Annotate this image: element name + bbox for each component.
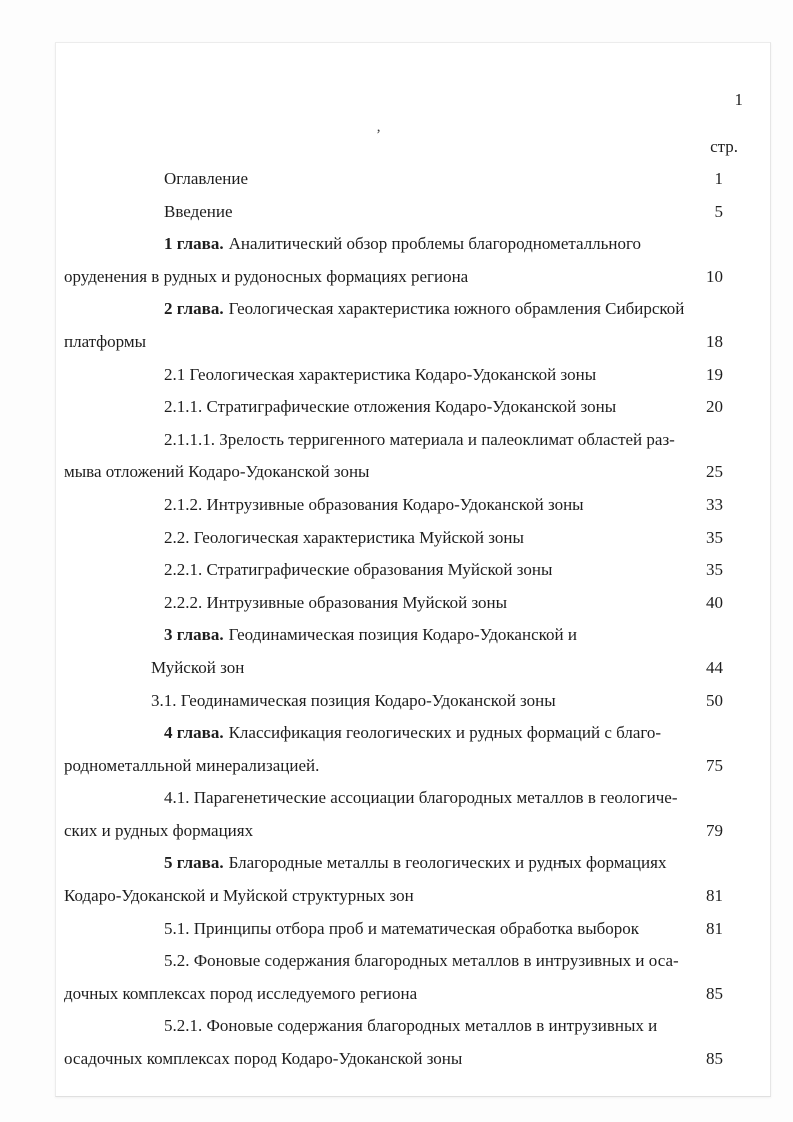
page-column-header: стр. [710,137,738,156]
toc-line: 4.1. Парагенетические ассоциации благоро… [64,782,751,815]
ink-speck [561,860,566,862]
toc-line-text: 2.2.2. Интрузивные образования Муйской з… [164,592,508,612]
toc-page-number: 20 [706,397,723,417]
toc-line-text: мыва отложений Кодаро-Удоканской зоны [64,462,370,482]
toc-line-text: 4.1. Парагенетические ассоциации благоро… [164,788,678,808]
toc-line: Введение 5 [64,196,751,229]
toc-line-text: Геодинамическая позиция Кодаро-Удоканско… [228,625,577,645]
toc-line-text: Оглавление [164,169,248,188]
toc-page-number: 81 [706,886,723,906]
toc-line: ских и рудных формациях 79 [64,815,751,848]
chapter-label: 5 глава. [164,853,224,873]
toc-line: 3 глава. Геодинамическая позиция Кодаро-У… [64,619,751,652]
chapter-label: 3 глава. [164,625,224,645]
toc-line: 5.2. Фоновые содержания благородных мета… [64,945,751,978]
toc-line: 2.1.1.1. Зрелость терригенного материала… [64,424,751,457]
toc-line-text: 2.1 Геологическая характеристика Кодаро-… [164,364,597,384]
toc-line: 2.2.1. Стратиграфические образования Муй… [64,554,751,587]
toc-line-text: платформы [64,331,147,351]
toc-line: 2.1 Геологическая характеристика Кодаро-… [64,359,751,392]
toc-line-text: 2.1.1.1. Зрелость терригенного материала… [164,429,675,449]
toc-page-number: 5 [714,201,724,221]
toc-page-number: 25 [706,462,723,482]
toc-line: 2.1.1. Стратиграфические отложения Кодар… [64,391,751,424]
toc-page-number: 10 [706,266,723,286]
toc-line-text: 5.2. Фоновые содержания благородных мета… [164,951,679,971]
toc-line-text: 5.1. Принципы отбора проб и математическ… [164,918,640,938]
toc-line: 3.1. Геодинамическая позиция Кодаро-Удок… [64,685,751,718]
toc-page-number: 85 [706,1049,723,1069]
toc-line-text: 2.2.1. Стратиграфические образования Муй… [164,560,553,580]
toc-line-text: 2.2. Геологическая характеристика Муйско… [164,527,524,547]
toc-line: 2 глава. Геологическая характеристика южн… [64,293,751,326]
toc-line: 2.1.2. Интрузивные образования Кодаро-Уд… [64,489,751,522]
document-page: ’ 1 стр. Оглавление 1 Введение 5 1 глава. Ана… [55,42,771,1097]
toc-line: 2.2.2. Интрузивные образования Муйской з… [64,587,751,620]
chapter-label: 2 глава. [164,299,224,319]
toc-line-text: 2.1.1. Стратиграфические отложения Кодар… [164,397,617,417]
toc-line-text: 5.2.1. Фоновые содержания благородных ме… [164,1016,658,1036]
toc-line: Оглавление 1 [64,163,751,196]
toc-line-text: Муйской зон [151,657,245,677]
toc-page-number: 35 [706,527,723,547]
toc-line-text: 3.1. Геодинамическая позиция Кодаро-Удок… [151,690,556,710]
chapter-label: 4 глава. [164,723,224,743]
toc-line: 5.2.1. Фоновые содержания благородных ме… [64,1010,751,1043]
toc-line: Кодаро-Удоканской и Муйской структурных … [64,880,751,913]
toc-page-number: 85 [706,983,723,1003]
toc-line-text: Введение [164,201,233,221]
toc-list: Оглавление 1 Введение 5 1 глава. Аналитически… [64,163,751,1076]
toc-page-number: 35 [706,560,723,580]
chapter-label: 1 глава. [164,234,224,254]
toc-line: дочных комплексах пород исследуемого рег… [64,978,751,1011]
toc-line: 5.1. Принципы отбора проб и математическ… [64,913,751,946]
toc-page-number: 19 [706,364,723,384]
toc-line: Муйской зон 44 [64,652,751,685]
toc-line-text: Классификация геологических и рудных фор… [228,723,662,743]
toc-page-number: 81 [706,918,723,938]
header-spacer [64,116,751,130]
toc-page-number: 40 [706,592,723,612]
toc-line-text: 2.1.2. Интрузивные образования Кодаро-Уд… [164,494,584,514]
toc-line-text: ских и рудных формациях [64,820,254,840]
toc-line-text: роднометалльной минерализацией. [64,755,320,775]
page-number-corner: 1 [734,90,744,109]
toc-line: 1 глава. Аналитический обзор проблемы бла… [64,228,751,261]
toc-line: роднометалльной минерализацией. 75 [64,750,751,783]
stray-apostrophe-mark: ’ [376,127,381,143]
toc-line-text: Геологическая характеристика южного обра… [228,299,685,319]
toc-line: оруденения в рудных и рудоносных формаци… [64,261,751,294]
toc-page-number: 75 [706,755,723,775]
toc-line: 2.2. Геологическая характеристика Муйско… [64,522,751,555]
toc-page-number: 1 [714,169,724,188]
toc-line: 5 глава. Благородные металлы в геологичес… [64,847,751,880]
toc-line-text: оруденения в рудных и рудоносных формаци… [64,266,469,286]
toc-content: 1 стр. Оглавление 1 Введение 5 1 глава. Анали… [64,43,751,1076]
toc-line-text: осадочных комплексах пород Кодаро-Удокан… [64,1049,463,1069]
toc-line: осадочных комплексах пород Кодаро-Удокан… [64,1043,751,1076]
toc-page-number: 79 [706,820,723,840]
toc-page-number: 44 [706,657,723,677]
toc-page-number: 50 [706,690,723,710]
toc-line: платформы 18 [64,326,751,359]
toc-line: мыва отложений Кодаро-Удоканской зоны 25 [64,456,751,489]
toc-line-text: дочных комплексах пород исследуемого рег… [64,983,418,1003]
toc-page-number: 33 [706,494,723,514]
toc-line-text: Аналитический обзор проблемы благородном… [228,234,642,254]
toc-page-number: 18 [706,331,723,351]
toc-line: 4 глава. Классификация геологических и ру… [64,717,751,750]
toc-line-text: Кодаро-Удоканской и Муйской структурных … [64,886,414,906]
toc-line-text: Благородные металлы в геологических и ру… [228,853,667,873]
